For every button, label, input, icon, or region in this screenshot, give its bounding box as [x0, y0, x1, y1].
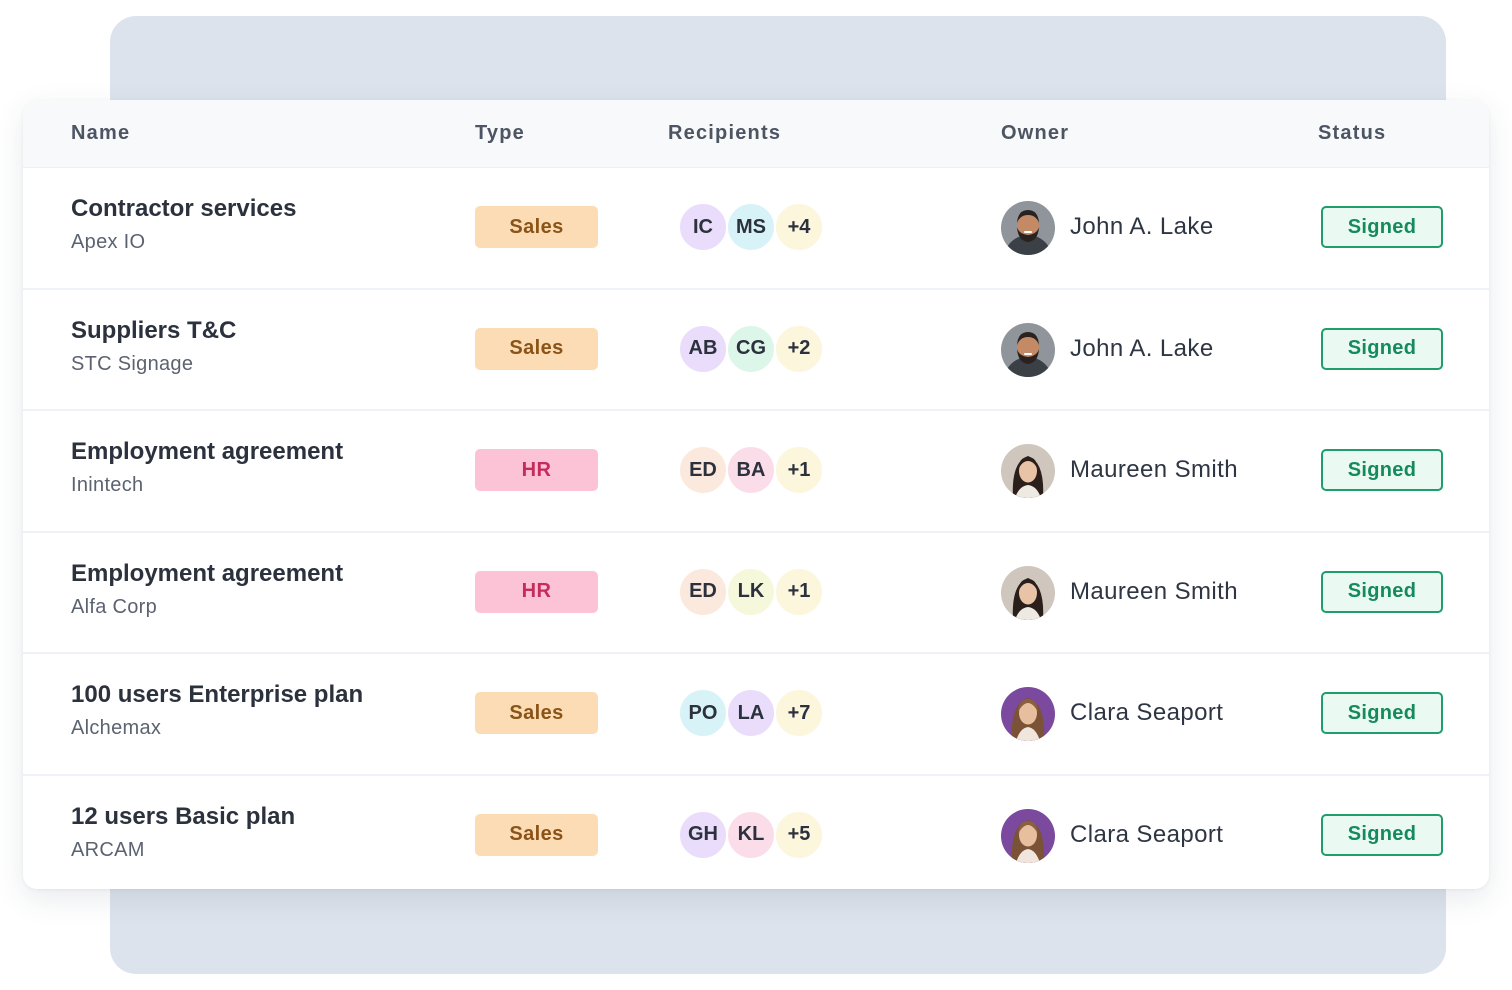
type-badge: HR	[475, 449, 598, 491]
owner-avatar	[1001, 444, 1055, 498]
owner-avatar	[1001, 201, 1055, 255]
table-row[interactable]: Employment agreement Inintech HR ED BA +1 Maur…	[23, 411, 1489, 533]
table-row[interactable]: 100 users Enterprise plan Alchemax Sales PO…	[23, 654, 1489, 776]
type-badge: Sales	[475, 206, 598, 248]
status-badge: Signed	[1321, 327, 1443, 370]
document-title[interactable]: Contractor services	[71, 195, 297, 222]
type-badge: Sales	[475, 692, 598, 734]
owner-name: Clara Seaport	[1070, 699, 1224, 726]
status-badge: Signed	[1321, 692, 1443, 734]
header-status[interactable]: Status	[1318, 122, 1387, 144]
table-row[interactable]: Contractor services Apex IO Sales IC MS +4 Joh…	[23, 168, 1489, 290]
status-badge: Signed	[1321, 449, 1443, 491]
recipient-avatar[interactable]: +1	[774, 445, 824, 495]
status-badge: Signed	[1321, 570, 1443, 613]
table-row[interactable]: Suppliers T&C STC Signage Sales AB CG +2 John …	[23, 290, 1489, 411]
owner-avatar	[1001, 687, 1055, 741]
header-owner[interactable]: Owner	[1001, 122, 1070, 144]
document-title[interactable]: Suppliers T&C	[71, 316, 237, 344]
status-badge: Signed	[1321, 813, 1443, 856]
type-badge: Sales	[475, 813, 598, 856]
owner-avatar	[1001, 808, 1055, 863]
recipient-avatar[interactable]: +4	[774, 202, 824, 252]
owner-name: Maureen Smith	[1070, 456, 1238, 483]
recipient-avatar[interactable]: LA	[726, 688, 776, 738]
document-company: Alfa Corp	[71, 595, 158, 618]
recipient-avatar[interactable]: AB	[678, 323, 728, 374]
owner-name: John A. Lake	[1070, 334, 1214, 362]
header-type[interactable]: Type	[475, 122, 525, 144]
table-body: Contractor services Apex IO Sales IC MS +4 Joh…	[23, 168, 1489, 889]
owner-avatar	[1001, 322, 1055, 377]
owner-name: John A. Lake	[1070, 213, 1214, 240]
document-title[interactable]: Employment agreement	[71, 438, 344, 465]
header-recipients[interactable]: Recipients	[668, 122, 782, 144]
recipient-avatar[interactable]: ED	[678, 566, 728, 617]
recipient-avatar[interactable]: CG	[726, 323, 776, 374]
document-company: Inintech	[71, 474, 144, 496]
owner-name: Clara Seaport	[1070, 820, 1224, 848]
table-header: Name Type Recipients Owner Status	[23, 100, 1489, 168]
recipient-avatar[interactable]: MS	[726, 202, 776, 252]
recipient-avatar[interactable]: IC	[678, 202, 728, 252]
recipient-avatar[interactable]: +1	[774, 566, 824, 617]
table-row[interactable]: 12 users Basic plan ARCAM Sales GH KL +5 Clara…	[23, 776, 1489, 890]
recipient-avatar[interactable]: PO	[678, 688, 728, 738]
recipient-avatar[interactable]: GH	[678, 809, 728, 860]
table-row[interactable]: Employment agreement Alfa Corp HR ED LK +1 Mau…	[23, 533, 1489, 654]
recipient-avatar[interactable]: +7	[774, 688, 824, 738]
recipient-avatar[interactable]: LK	[726, 566, 776, 617]
document-company: STC Signage	[71, 352, 194, 375]
recipient-avatar[interactable]: +5	[774, 809, 824, 860]
document-title[interactable]: Employment agreement	[71, 559, 344, 587]
recipient-avatar[interactable]: +2	[774, 323, 824, 374]
documents-table: Name Type Recipients Owner Status Contra…	[23, 100, 1489, 889]
header-name[interactable]: Name	[71, 122, 131, 144]
recipient-avatar[interactable]: KL	[726, 809, 776, 860]
document-company: Apex IO	[71, 231, 146, 253]
document-title[interactable]: 100 users Enterprise plan	[71, 681, 364, 708]
owner-name: Maureen Smith	[1070, 577, 1238, 605]
type-badge: HR	[475, 570, 598, 613]
type-badge: Sales	[475, 327, 598, 370]
document-company: Alchemax	[71, 717, 162, 739]
document-title[interactable]: 12 users Basic plan	[71, 802, 296, 830]
status-badge: Signed	[1321, 206, 1443, 248]
document-company: ARCAM	[71, 838, 145, 861]
recipient-avatar[interactable]: BA	[726, 445, 776, 495]
owner-avatar	[1001, 565, 1055, 620]
recipient-avatar[interactable]: ED	[678, 445, 728, 495]
